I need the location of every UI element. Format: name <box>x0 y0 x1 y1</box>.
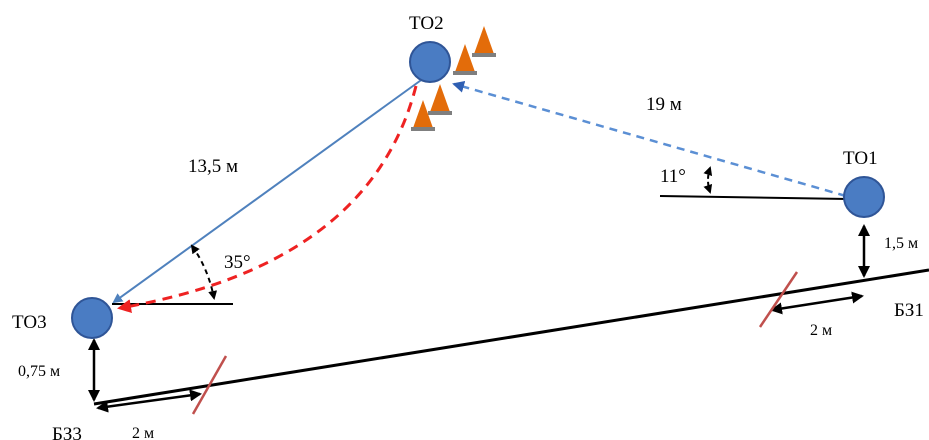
label-to3: ТО3 <box>12 312 47 333</box>
node-to3 <box>71 297 113 339</box>
label-bz3: БЗ3 <box>52 424 82 440</box>
to1-reference-line <box>659 195 849 200</box>
label-to1: ТО1 <box>843 148 878 169</box>
label-to2: ТО2 <box>409 13 444 34</box>
label-distance-to2-to3: 13,5 м <box>188 156 238 177</box>
angle-arc-to1 <box>703 166 713 194</box>
cone-icon <box>472 26 496 57</box>
label-to3-offset: 0,75 м <box>18 363 60 380</box>
boundary-line <box>93 268 929 406</box>
label-angle-to3: 35° <box>224 252 251 273</box>
label-bz1: БЗ1 <box>894 300 924 321</box>
path-to1-to2 <box>452 80 847 198</box>
label-angle-to1: 11° <box>660 166 686 187</box>
label-distance-to2-to1: 19 м <box>646 94 682 115</box>
label-bz1-width: 2 м <box>810 322 832 339</box>
label-bz3-width: 2 м <box>132 425 154 440</box>
cone-icon <box>428 84 452 115</box>
node-to1 <box>843 176 885 218</box>
bz3-width-arrow <box>96 389 202 413</box>
cone-icon <box>411 100 435 131</box>
label-to1-offset: 1,5 м <box>884 235 918 252</box>
path-to2-to3-curve <box>117 85 418 314</box>
node-to2 <box>409 41 451 83</box>
path-to2-to3 <box>112 77 425 304</box>
angle-arc-to3 <box>190 244 218 300</box>
bz3-marker <box>191 355 228 415</box>
cone-icon <box>453 44 477 75</box>
bz1-width-arrow <box>770 291 864 315</box>
bz1-marker <box>758 271 799 328</box>
